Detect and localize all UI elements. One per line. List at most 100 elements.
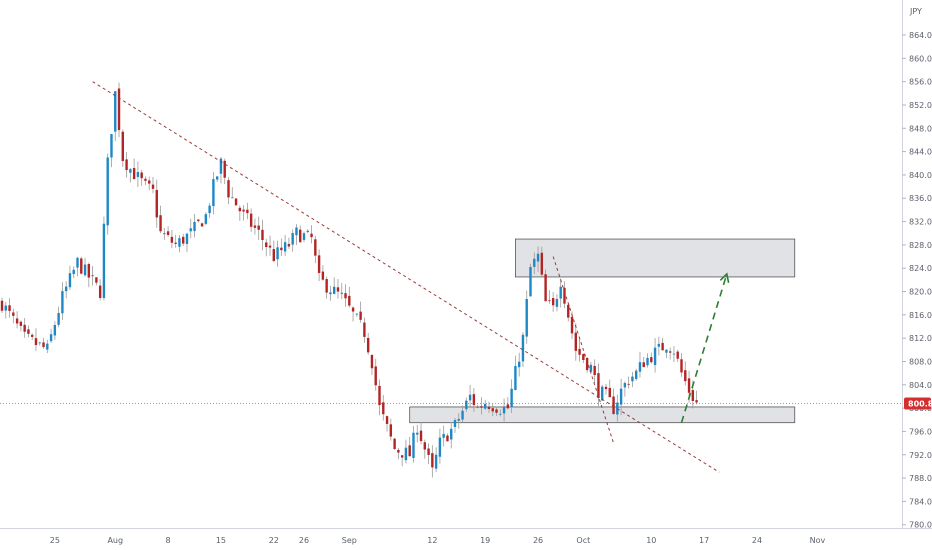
price-tick-label: 856.0 xyxy=(909,78,932,87)
candle-body-down xyxy=(582,354,585,361)
time-tick-label: 24 xyxy=(752,536,762,545)
candle xyxy=(280,238,283,257)
candle xyxy=(132,158,136,180)
candle-body-up xyxy=(102,223,106,299)
short-downtrend-line xyxy=(552,256,615,444)
candle xyxy=(416,424,419,443)
candle-body-up xyxy=(72,269,75,275)
price-tick-label: 792.0 xyxy=(909,451,932,460)
price-tick-label: 864.0 xyxy=(909,31,932,40)
candle-body-down xyxy=(268,245,272,248)
candle-body-down xyxy=(563,287,566,304)
price-tick-label: 804.0 xyxy=(909,381,932,390)
candle-body-down xyxy=(506,404,510,409)
candle xyxy=(465,397,468,412)
candle xyxy=(427,443,430,465)
candle-body-down xyxy=(544,274,547,302)
candle xyxy=(106,153,109,235)
current-price-badge-bg xyxy=(904,397,931,410)
candle-body-down xyxy=(140,172,143,179)
candle-body-down xyxy=(98,285,102,298)
candle xyxy=(49,328,53,343)
candle-body-down xyxy=(310,233,313,238)
candle xyxy=(382,394,385,421)
candle-body-down xyxy=(280,247,283,251)
candle-body-down xyxy=(684,370,687,382)
candle-body-up xyxy=(355,313,359,315)
candle-body-up xyxy=(189,228,192,232)
candle-body-up xyxy=(404,447,408,461)
candle-body-down xyxy=(23,324,26,332)
candle-body-up xyxy=(450,428,453,440)
drawings-layer xyxy=(0,81,902,473)
candle xyxy=(166,226,170,237)
candle xyxy=(653,338,657,373)
candle-body-up xyxy=(453,420,457,427)
candle xyxy=(619,378,623,416)
candle-body-up xyxy=(106,157,109,226)
candle-body-up xyxy=(601,386,604,401)
candle-body-up xyxy=(514,366,517,390)
candle xyxy=(76,256,79,277)
candle-body-up xyxy=(208,205,211,214)
candle xyxy=(567,304,570,322)
candle xyxy=(604,383,608,395)
candle-body-down xyxy=(12,312,15,316)
candle xyxy=(623,381,627,397)
candle-body-up xyxy=(653,347,657,366)
candle-body-down xyxy=(19,321,23,326)
candle xyxy=(91,266,94,286)
candle-body-down xyxy=(427,448,430,455)
candle-body-up xyxy=(61,291,64,314)
candle-body-down xyxy=(578,348,581,355)
candle xyxy=(635,368,638,381)
candle-body-up xyxy=(657,343,661,347)
current-price-value: 800.8 xyxy=(908,399,932,408)
candle-body-down xyxy=(650,357,653,363)
candle xyxy=(204,212,208,226)
candle-body-down xyxy=(299,229,302,243)
candle xyxy=(404,439,408,464)
candle-body-up xyxy=(68,273,72,288)
candle-body-up xyxy=(438,437,442,457)
candle xyxy=(95,277,98,286)
candle-body-up xyxy=(64,286,68,292)
candle-body-down xyxy=(642,362,645,368)
candle-body-up xyxy=(461,410,464,420)
candle xyxy=(646,353,649,368)
candle xyxy=(638,351,642,378)
candle-body-up xyxy=(276,247,279,260)
candle xyxy=(642,356,645,368)
candle xyxy=(510,379,513,413)
candle-body-down xyxy=(344,293,347,299)
candle-body-up xyxy=(442,433,445,438)
candle xyxy=(234,198,238,206)
time-tick-label: 8 xyxy=(166,536,171,545)
candle-body-down xyxy=(574,332,577,351)
candle xyxy=(672,346,676,363)
candle-body-down xyxy=(87,264,91,278)
candle-body-down xyxy=(227,180,230,198)
candle-body-up xyxy=(635,370,638,379)
candle-body-down xyxy=(174,242,177,244)
price-tick-label: 784.0 xyxy=(909,497,932,506)
candle-body-up xyxy=(465,400,468,410)
candle xyxy=(68,265,72,290)
candle-body-down xyxy=(238,207,242,212)
candle-body-down xyxy=(27,329,30,334)
candle xyxy=(317,249,321,282)
candle xyxy=(276,240,279,267)
candle-body-down xyxy=(287,243,291,247)
candle-body-down xyxy=(389,424,393,437)
candle xyxy=(185,232,189,253)
candle xyxy=(412,425,415,463)
candle-body-down xyxy=(423,442,426,450)
candle xyxy=(12,308,15,324)
price-tick-label: 836.0 xyxy=(909,194,932,203)
candle xyxy=(585,356,589,373)
candle-body-down xyxy=(687,378,691,393)
candle-body-up xyxy=(631,376,634,382)
